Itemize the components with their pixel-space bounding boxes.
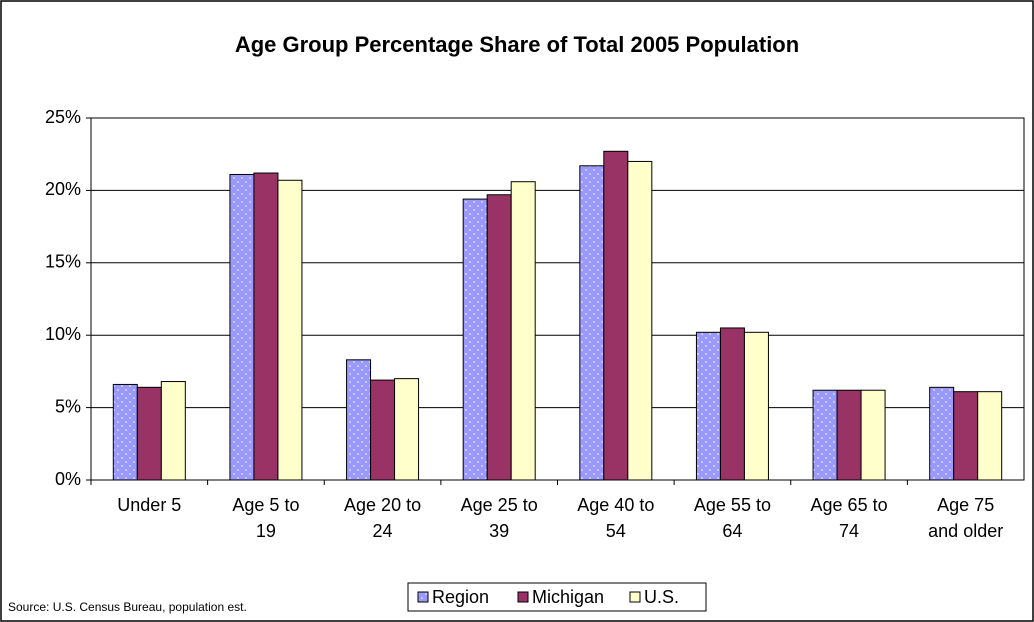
bar: [394, 378, 420, 481]
bar: [579, 165, 605, 481]
x-tick-label: Age 20 to 24: [344, 495, 422, 541]
y-tick-label: 20%: [45, 179, 81, 199]
bar: [277, 179, 303, 481]
x-tick-label: Under 5: [117, 495, 182, 515]
x-tick-label: Age 5 to 19: [232, 495, 300, 541]
bar: [510, 181, 536, 481]
legend-box: [407, 582, 707, 612]
source-note: Source: U.S. Census Bureau, population e…: [8, 600, 247, 614]
bar: [953, 391, 979, 481]
bar: [836, 389, 862, 481]
y-tick-label: 5%: [55, 396, 81, 416]
bar: [812, 389, 838, 481]
legend-swatch: [629, 591, 641, 603]
bar: [977, 391, 1003, 481]
bar: [136, 386, 162, 481]
bar: [627, 160, 653, 481]
legend-label: Region: [432, 587, 489, 607]
bar: [695, 331, 721, 481]
bar: [860, 389, 886, 481]
bar: [160, 381, 186, 481]
x-tick-label: Age 40 to 54: [577, 495, 655, 541]
x-tick-label: Age 65 to 74: [810, 495, 888, 541]
legend-label: Michigan: [532, 587, 604, 607]
bar: [603, 150, 629, 481]
y-tick-label: 10%: [45, 324, 81, 344]
bar: [229, 173, 255, 481]
y-tick-label: 0%: [55, 469, 81, 489]
bar: [719, 327, 745, 481]
bar: [929, 386, 955, 481]
x-tick-label: Age 25 to 39: [460, 495, 538, 541]
bar: [462, 198, 488, 481]
legend-swatch: [417, 591, 429, 603]
bar: [112, 383, 138, 481]
x-tick-label: Age 75 and older: [928, 495, 1004, 541]
bar: [370, 379, 396, 481]
y-tick-label: 25%: [45, 107, 81, 127]
x-tick-label: Age 55 to 64: [693, 495, 771, 541]
bar: [346, 359, 372, 481]
bar: [253, 172, 279, 481]
bar: [486, 194, 512, 481]
bar: [743, 331, 769, 481]
chart-title: Age Group Percentage Share of Total 2005…: [235, 32, 799, 57]
legend-label: U.S.: [644, 587, 679, 607]
y-tick-label: 15%: [45, 252, 81, 272]
legend-swatch: [517, 591, 529, 603]
